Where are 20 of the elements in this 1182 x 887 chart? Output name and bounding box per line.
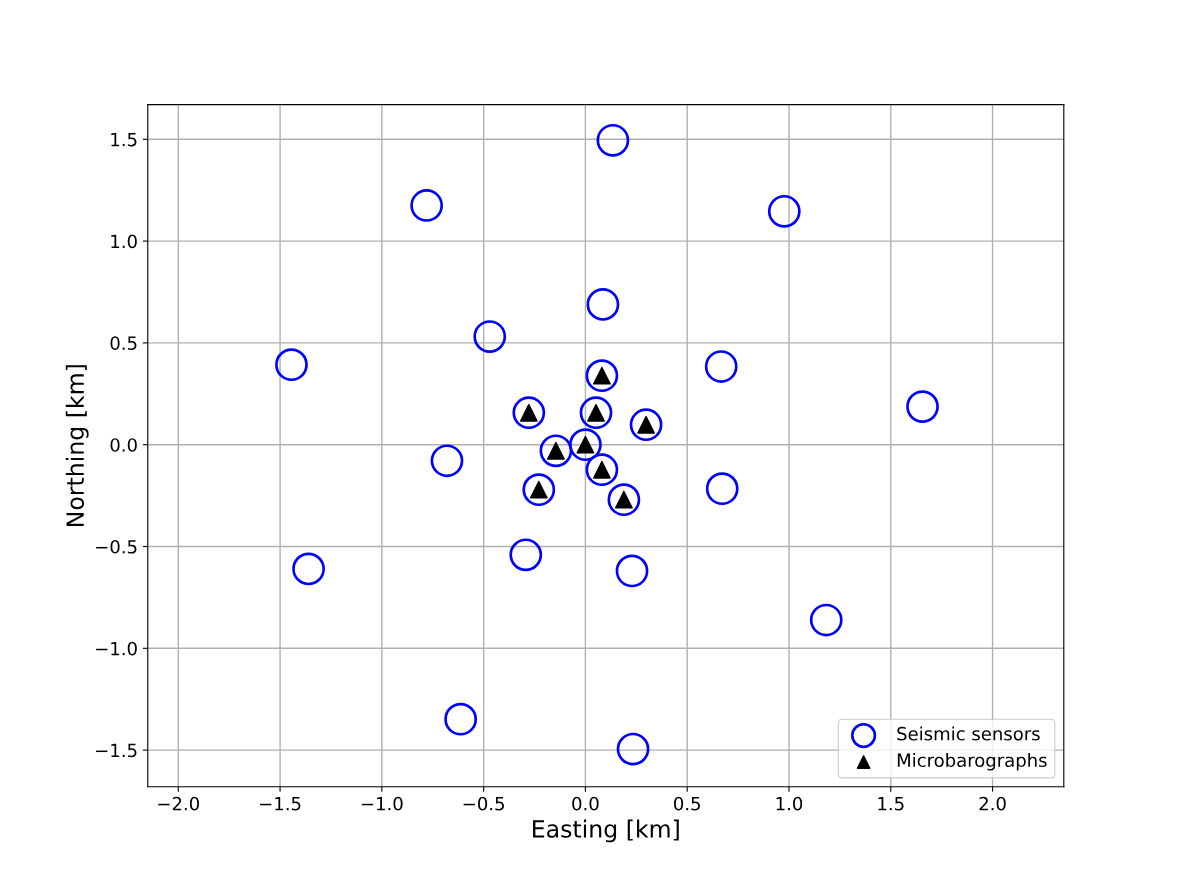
y-tick-label: −0.5 xyxy=(96,539,137,554)
y-axis-title: Northing [km] xyxy=(65,365,89,526)
x-tick-label: 1.5 xyxy=(878,797,904,811)
legend-label: Microbarographs xyxy=(897,753,1047,771)
x-tick-label: 0.0 xyxy=(572,796,599,811)
y-tick-label: 0.0 xyxy=(110,438,137,452)
x-tick-label: −1.5 xyxy=(260,797,301,811)
y-tick-label: 1.5 xyxy=(111,132,137,147)
y-tick-label: −1.5 xyxy=(96,743,137,758)
x-tick-label: 2.0 xyxy=(979,796,1006,811)
x-tick-label: −0.5 xyxy=(463,796,504,811)
y-tick-label: −1.0 xyxy=(96,641,137,656)
x-tick-label: 1.0 xyxy=(776,796,803,811)
x-tick-label: 0.5 xyxy=(674,796,700,811)
x-axis-title: Easting [km] xyxy=(533,819,679,843)
y-tick-label: 0.5 xyxy=(110,336,137,351)
y-tick-label: 1.0 xyxy=(111,234,137,249)
legend-label: Seismic sensors xyxy=(897,726,1040,741)
x-tick-label: −1.0 xyxy=(361,796,403,811)
x-tick-label: −2.0 xyxy=(158,796,200,811)
